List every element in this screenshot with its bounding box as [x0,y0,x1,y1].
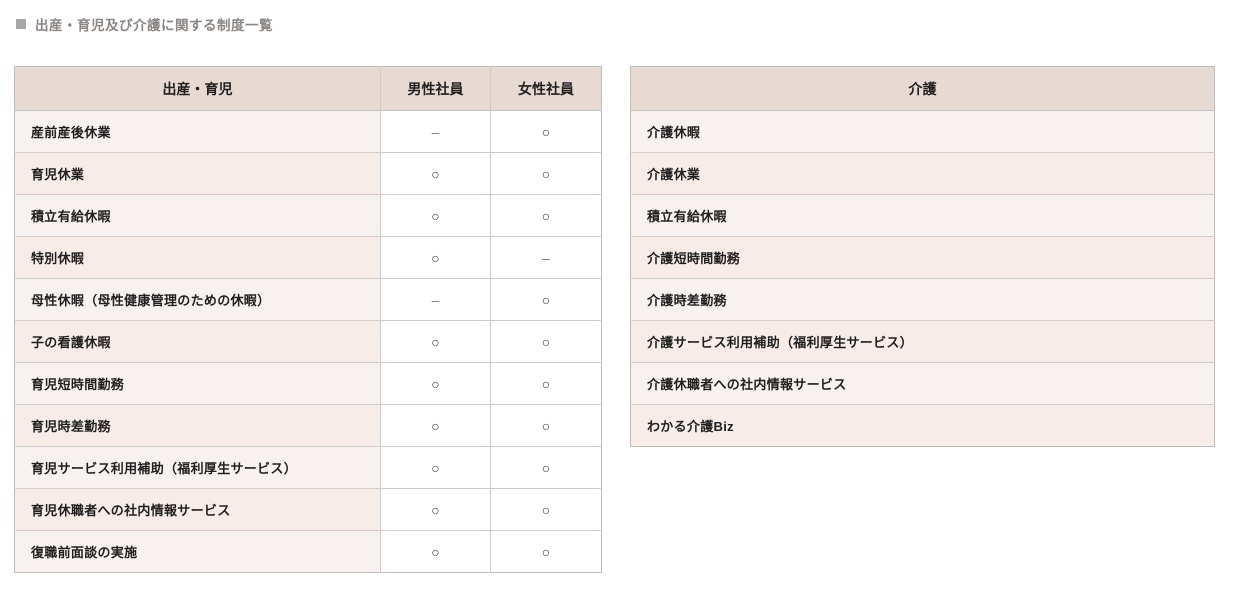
male-eligibility-mark: ○ [380,488,491,531]
male-eligibility-mark: ○ [380,194,491,237]
table-row: 介護休暇 [630,110,1215,153]
benefit-label: 介護休業 [630,152,1215,195]
female-eligibility-mark: ○ [490,530,602,573]
page-title: 出産・育児及び介護に関する制度一覧 [35,18,273,33]
male-eligibility-mark: – [380,278,491,321]
benefit-label: 介護休暇 [630,110,1215,153]
benefit-label: 育児短時間勤務 [14,362,381,405]
female-eligibility-mark: ○ [490,446,602,489]
female-eligibility-mark: ○ [490,362,602,405]
male-eligibility-mark: ○ [380,404,491,447]
table-row: 育児時差勤務 ○ ○ [14,404,602,447]
benefit-label: 産前産後休業 [14,110,381,153]
male-eligibility-mark: ○ [380,530,491,573]
square-bullet-icon [16,19,26,29]
male-eligibility-mark: ○ [380,236,491,279]
section-title: 出産・育児及び介護に関する制度一覧 [16,14,273,34]
parental-table-header-row: 出産・育児 男性社員 女性社員 [14,66,602,111]
benefit-label: 母性休暇（母性健康管理のための休暇） [14,278,381,321]
column-header-parental: 出産・育児 [14,66,381,111]
table-row: 介護休職者への社内情報サービス [630,362,1215,405]
male-eligibility-mark: ○ [380,446,491,489]
female-eligibility-mark: ○ [490,404,602,447]
parental-leave-table: 出産・育児 男性社員 女性社員 産前産後休業 – ○ 育児休業 ○ ○ 積立有給休暇 ○ ○ 特別… [14,66,602,573]
female-eligibility-mark: ○ [490,110,602,153]
female-eligibility-mark: ○ [490,152,602,195]
table-row: 育児サービス利用補助（福利厚生サービス） ○ ○ [14,446,602,489]
benefit-label: 介護時差勤務 [630,278,1215,321]
female-eligibility-mark: ○ [490,194,602,237]
nursing-care-table: 介護 介護休暇 介護休業 積立有給休暇 介護短時間勤務 介護時差勤務 介護サービス利用補助… [630,66,1215,447]
table-row: 育児休業 ○ ○ [14,152,602,195]
female-eligibility-mark: ○ [490,320,602,363]
male-eligibility-mark: – [380,110,491,153]
benefit-label: 積立有給休暇 [630,194,1215,237]
benefit-label: 特別休暇 [14,236,381,279]
benefit-label: 積立有給休暇 [14,194,381,237]
column-header-female: 女性社員 [490,66,602,111]
table-row: 育児休職者への社内情報サービス ○ ○ [14,488,602,531]
table-row: 積立有給休暇 ○ ○ [14,194,602,237]
care-table-body: 介護休暇 介護休業 積立有給休暇 介護短時間勤務 介護時差勤務 介護サービス利用補助（福利… [630,110,1215,447]
table-row: 介護短時間勤務 [630,236,1215,279]
table-row: 復職前面談の実施 ○ ○ [14,530,602,573]
benefit-label: 介護休職者への社内情報サービス [630,362,1215,405]
table-row: わかる介護Biz [630,404,1215,447]
benefit-label: 育児サービス利用補助（福利厚生サービス） [14,446,381,489]
benefit-label: 育児休職者への社内情報サービス [14,488,381,531]
table-row: 子の看護休暇 ○ ○ [14,320,602,363]
female-eligibility-mark: ○ [490,278,602,321]
benefit-label: 育児休業 [14,152,381,195]
table-row: 特別休暇 ○ – [14,236,602,279]
benefit-label: 復職前面談の実施 [14,530,381,573]
table-row: 介護休業 [630,152,1215,195]
benefit-label: 介護短時間勤務 [630,236,1215,279]
female-eligibility-mark: ○ [490,488,602,531]
male-eligibility-mark: ○ [380,320,491,363]
table-row: 積立有給休暇 [630,194,1215,237]
table-row: 産前産後休業 – ○ [14,110,602,153]
table-row: 育児短時間勤務 ○ ○ [14,362,602,405]
benefit-label: 子の看護休暇 [14,320,381,363]
male-eligibility-mark: ○ [380,152,491,195]
female-eligibility-mark: – [490,236,602,279]
male-eligibility-mark: ○ [380,362,491,405]
benefit-label: わかる介護Biz [630,404,1215,447]
benefit-label: 育児時差勤務 [14,404,381,447]
parental-table-body: 産前産後休業 – ○ 育児休業 ○ ○ 積立有給休暇 ○ ○ 特別休暇 ○ – 母性休暇（母性健康管理の… [14,110,602,573]
column-header-care: 介護 [630,66,1215,111]
table-row: 母性休暇（母性健康管理のための休暇） – ○ [14,278,602,321]
table-row: 介護時差勤務 [630,278,1215,321]
care-table-header-row: 介護 [630,66,1215,111]
benefit-label: 介護サービス利用補助（福利厚生サービス） [630,320,1215,363]
table-row: 介護サービス利用補助（福利厚生サービス） [630,320,1215,363]
column-header-male: 男性社員 [380,66,491,111]
